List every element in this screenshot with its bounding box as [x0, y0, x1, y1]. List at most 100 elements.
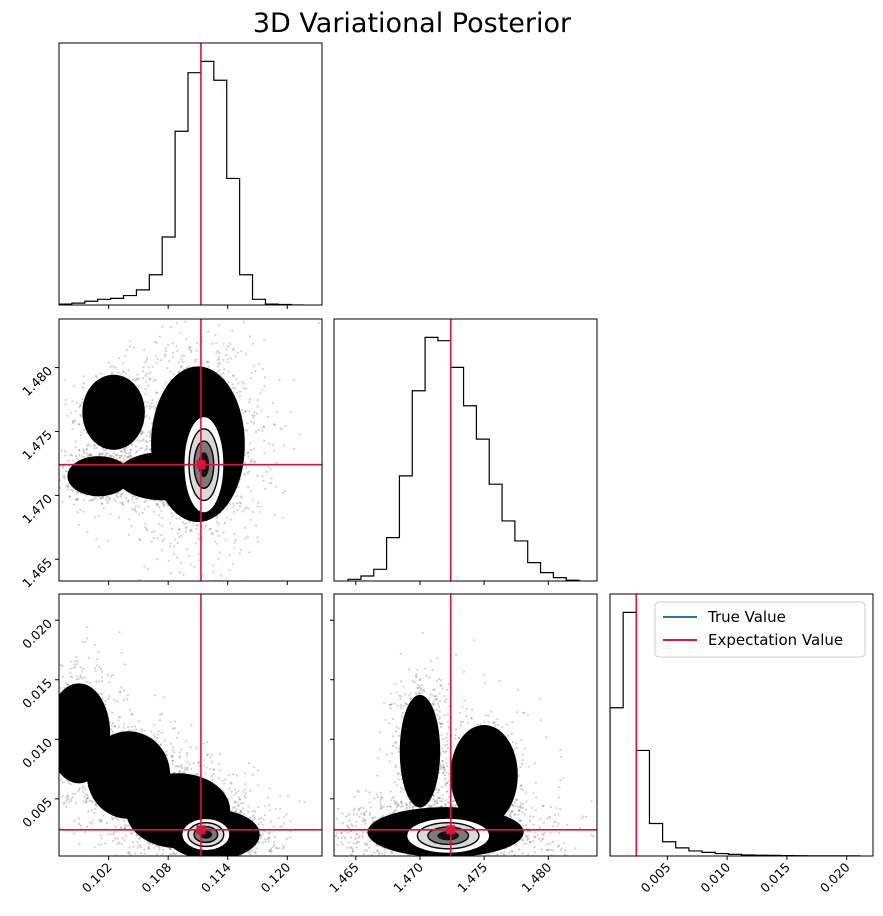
sample-point [139, 846, 142, 849]
sample-point [119, 493, 122, 496]
sample-point [258, 510, 261, 514]
sample-point [76, 491, 79, 494]
sample-point [134, 451, 137, 454]
sample-point [87, 810, 90, 813]
sample-point [101, 670, 104, 673]
sample-point [106, 499, 109, 502]
sample-point [161, 501, 165, 504]
sample-point [66, 683, 69, 686]
sample-point [268, 849, 271, 852]
sample-point [123, 448, 126, 451]
sample-point [85, 797, 88, 801]
sample-point [233, 532, 236, 536]
sample-point [250, 420, 253, 423]
sample-point [94, 803, 97, 807]
sample-point [248, 551, 251, 554]
sample-point [156, 357, 159, 360]
sample-point [102, 506, 105, 509]
sample-point [244, 410, 247, 413]
sample-point [74, 446, 77, 449]
sample-point [233, 805, 236, 809]
sample-point [218, 358, 221, 361]
sample-point [178, 751, 181, 754]
sample-point [78, 787, 81, 790]
sample-point [240, 502, 243, 505]
sample-point [178, 536, 181, 539]
sample-point [66, 488, 69, 491]
sample-point [144, 526, 147, 529]
sample-point [164, 347, 167, 350]
sample-point [224, 778, 227, 781]
sample-point [219, 373, 222, 376]
sample-point [257, 541, 260, 544]
sample-point [262, 479, 265, 482]
sample-point [263, 385, 266, 388]
sample-point [128, 708, 132, 711]
sample-point [127, 455, 130, 458]
sample-point [241, 510, 244, 513]
sample-point [254, 369, 257, 373]
sample-point [190, 530, 193, 533]
sample-point [272, 444, 275, 447]
sample-point [196, 524, 199, 527]
sample-point [152, 510, 155, 513]
sample-point [118, 690, 121, 693]
sample-point [165, 754, 168, 757]
sample-point [153, 694, 156, 697]
sample-point [109, 513, 112, 516]
sample-point [151, 365, 154, 369]
sample-point [111, 711, 114, 714]
sample-point [188, 348, 191, 351]
sample-point [216, 530, 219, 533]
sample-point [183, 523, 186, 526]
sample-point [237, 351, 240, 354]
sample-point [98, 453, 101, 456]
sample-point [72, 459, 75, 462]
sample-point [153, 723, 156, 726]
sample-point [234, 539, 237, 542]
sample-point [130, 725, 133, 728]
sample-point [76, 497, 79, 500]
sample-point [244, 792, 248, 795]
sample-point [102, 449, 106, 452]
sample-point [74, 660, 77, 663]
sample-point [145, 358, 148, 361]
sample-point [264, 487, 267, 490]
sample-point [168, 360, 171, 363]
sample-point [122, 698, 125, 702]
sample-point [217, 362, 220, 365]
sample-point [162, 696, 165, 699]
sample-point [99, 668, 102, 671]
sample-point [233, 793, 236, 796]
sample-point [232, 510, 235, 514]
sample-point [118, 631, 121, 634]
sample-point [131, 442, 134, 445]
sample-point [115, 453, 118, 456]
sample-point [184, 530, 188, 533]
sample-point [216, 350, 219, 353]
sample-point [65, 681, 68, 684]
sample-point [135, 834, 138, 837]
sample-point [204, 525, 207, 528]
sample-point [171, 342, 174, 345]
sample-point [189, 746, 192, 749]
sample-point [211, 342, 214, 345]
sample-point [230, 782, 233, 785]
sample-point [165, 750, 168, 753]
sample-point [75, 663, 78, 666]
sample-point [83, 795, 86, 798]
sample-point [210, 760, 213, 763]
sample-point [190, 768, 193, 771]
sample-point [268, 482, 271, 485]
sample-point [111, 816, 114, 820]
sample-point [94, 807, 97, 811]
sample-point [85, 452, 88, 455]
sample-point [136, 450, 139, 453]
sample-point [155, 341, 158, 344]
sample-point [262, 425, 265, 428]
sample-point [69, 667, 72, 670]
sample-point [70, 799, 73, 802]
sample-point [144, 361, 147, 364]
sample-point [119, 456, 122, 459]
sample-point [156, 558, 159, 561]
